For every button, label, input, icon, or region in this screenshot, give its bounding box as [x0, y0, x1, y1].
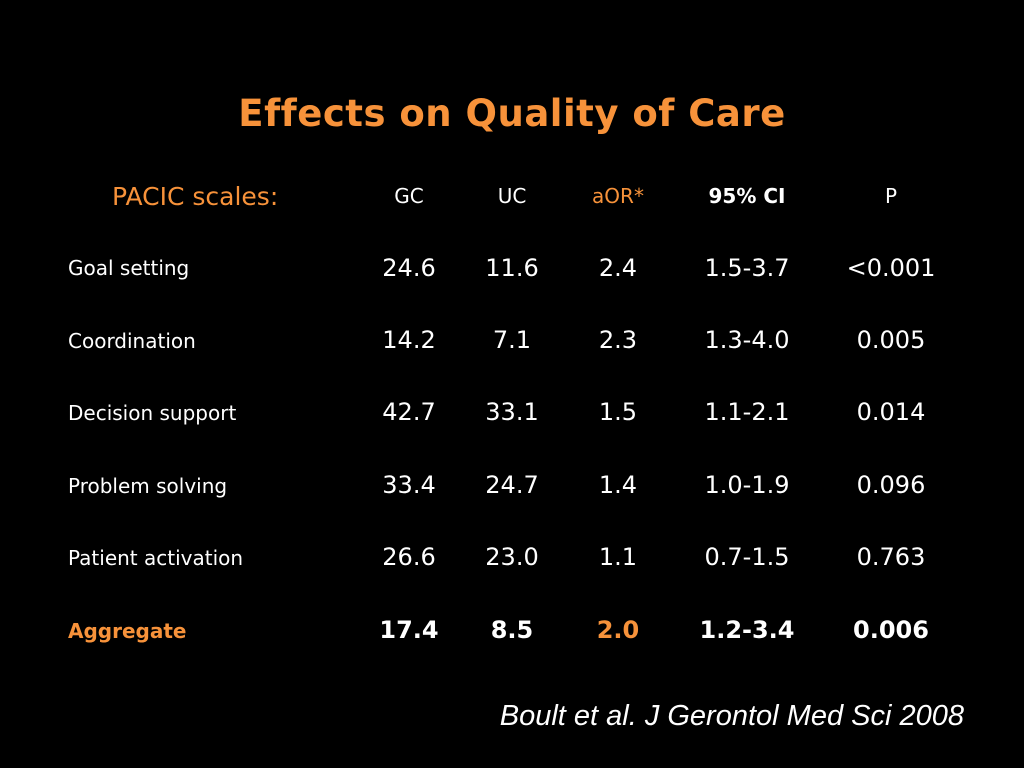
cell-gc: 26.6 — [382, 543, 436, 571]
cell-uc: 8.5 — [490, 616, 534, 644]
citation: Boult et al. J Gerontol Med Sci 2008 — [499, 700, 964, 732]
cell-uc: 24.7 — [485, 471, 539, 499]
cell-gc: 33.4 — [382, 471, 436, 499]
cell-ci: 1.0-1.9 — [704, 471, 790, 499]
cell-gc: 24.6 — [382, 254, 436, 282]
cell-ci: 1.3-4.0 — [704, 326, 790, 354]
cell-p: 0.763 — [856, 543, 926, 571]
cell-gc: 42.7 — [382, 398, 436, 426]
cell-uc: 23.0 — [485, 543, 539, 571]
cell-p: 0.014 — [856, 398, 926, 426]
cell-p: 0.096 — [856, 471, 926, 499]
row-label: Goal setting — [68, 256, 190, 280]
cell-ci: 1.5-3.7 — [704, 254, 790, 282]
cell-aor: 2.3 — [598, 326, 638, 354]
row-label: Problem solving — [68, 474, 228, 498]
cell-p: 0.006 — [853, 616, 929, 644]
cell-p: <0.001 — [846, 254, 936, 282]
cell-aor: 2.0 — [596, 616, 640, 644]
cell-ci: 1.1-2.1 — [704, 398, 790, 426]
column-header-aor: aOR* — [592, 184, 644, 208]
cell-uc: 11.6 — [485, 254, 539, 282]
column-header-label: PACIC scales: — [112, 182, 279, 211]
cell-uc: 7.1 — [492, 326, 532, 354]
cell-gc: 17.4 — [379, 616, 439, 644]
cell-aor: 1.1 — [598, 543, 638, 571]
cell-aor: 1.4 — [598, 471, 638, 499]
row-label: Patient activation — [68, 546, 244, 570]
column-header-ci: 95% CI — [708, 184, 786, 208]
row-label-aggregate: Aggregate — [68, 619, 187, 643]
cell-aor: 2.4 — [598, 254, 638, 282]
cell-gc: 14.2 — [382, 326, 436, 354]
column-header-uc: UC — [497, 184, 527, 208]
slide-title: Effects on Quality of Care — [238, 92, 786, 135]
column-header-gc: GC — [394, 184, 424, 208]
row-label: Coordination — [68, 329, 196, 353]
cell-aor: 1.5 — [598, 398, 638, 426]
row-label: Decision support — [68, 401, 237, 425]
cell-ci: 0.7-1.5 — [704, 543, 790, 571]
cell-ci: 1.2-3.4 — [699, 616, 795, 644]
column-header-p: P — [884, 184, 898, 208]
cell-uc: 33.1 — [485, 398, 539, 426]
cell-p: 0.005 — [856, 326, 926, 354]
